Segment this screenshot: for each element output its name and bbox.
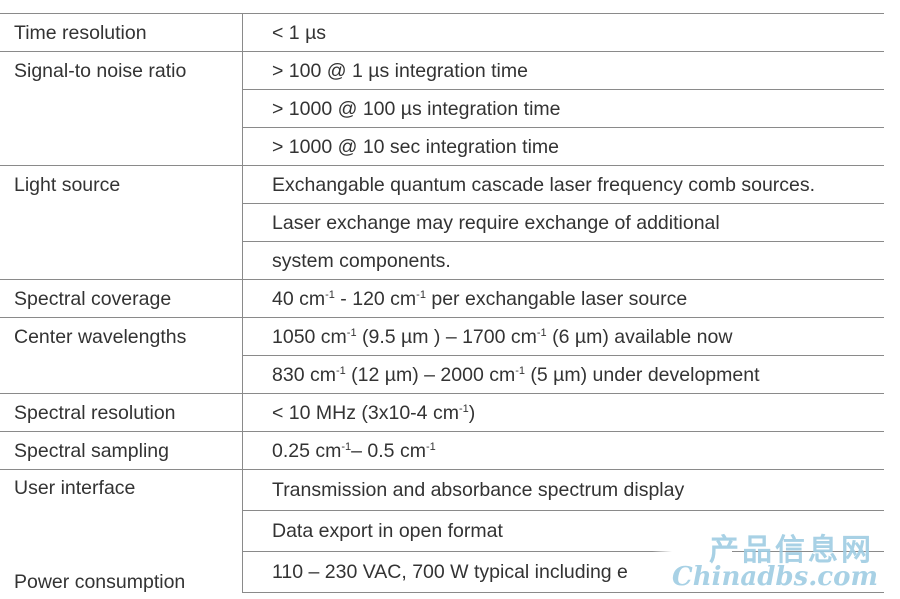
spec-label-time-resolution: Time resolution xyxy=(0,13,243,52)
spec-value-time-resolution: < 1 µs xyxy=(242,13,884,52)
table-row: > 1000 @ 10 sec integration time xyxy=(0,127,884,166)
spec-value-center-wavelengths-1: 1050 cm-1 (9.5 µm ) – 1700 cm-1 (6 µm) a… xyxy=(242,317,884,356)
specification-table: Time resolution < 1 µs Signal-to noise r… xyxy=(0,13,884,593)
spec-value-spectral-resolution: < 10 MHz (3x10-4 cm-1) xyxy=(242,393,884,432)
spec-label-center-wavelengths: Center wavelengths xyxy=(0,317,243,356)
spec-value-spectral-coverage: 40 cm-1 - 120 cm-1 per exchangable laser… xyxy=(242,279,884,318)
watermark-site-name: Chinadbs.com xyxy=(672,562,878,592)
spec-label-signal-to-noise: Signal-to noise ratio xyxy=(0,51,243,90)
table-row: > 1000 @ 100 µs integration time xyxy=(0,89,884,128)
table-row: Laser exchange may require exchange of a… xyxy=(0,203,884,242)
spec-value-center-wavelengths-2: 830 cm-1 (12 µm) – 2000 cm-1 (5 µm) unde… xyxy=(242,355,884,394)
spec-value-user-interface-2: Data export in open format xyxy=(242,509,884,552)
table-row: 110 – 230 VAC, 700 W typical including e xyxy=(0,550,884,593)
spec-label-spectral-resolution: Spectral resolution xyxy=(0,393,243,432)
table-row: Center wavelengths 1050 cm-1 (9.5 µm ) –… xyxy=(0,317,884,356)
spec-label-power-consumption: Power consumption xyxy=(14,571,186,592)
spec-value-light-source-1: Exchangable quantum cascade laser freque… xyxy=(242,165,884,204)
table-row: Light source Exchangable quantum cascade… xyxy=(0,165,884,204)
table-row: Spectral coverage 40 cm-1 - 120 cm-1 per… xyxy=(0,279,884,318)
table-row: Data export in open format xyxy=(0,509,884,552)
table-row: Spectral resolution < 10 MHz (3x10-4 cm-… xyxy=(0,393,884,432)
table-row: Time resolution < 1 µs xyxy=(0,13,884,52)
watermark-chinese-text: 产品信息网 xyxy=(709,533,874,568)
spec-value-snr-3: > 1000 @ 10 sec integration time xyxy=(242,127,884,166)
spec-label-spectral-coverage: Spectral coverage xyxy=(0,279,243,318)
spec-label-empty xyxy=(0,355,243,394)
spec-value-snr-1: > 100 @ 1 µs integration time xyxy=(242,51,884,90)
spec-label-empty xyxy=(0,127,243,166)
spec-value-light-source-2: Laser exchange may require exchange of a… xyxy=(242,203,884,242)
spec-value-snr-2: > 1000 @ 100 µs integration time xyxy=(242,89,884,128)
spec-value-light-source-3: system components. xyxy=(242,241,884,280)
table-row: system components. xyxy=(0,241,884,280)
spec-value-user-interface-1: Transmission and absorbance spectrum dis… xyxy=(242,469,884,511)
spec-label-empty xyxy=(0,241,243,280)
table-row: Signal-to noise ratio > 100 @ 1 µs integ… xyxy=(0,51,884,90)
table-row: 830 cm-1 (12 µm) – 2000 cm-1 (5 µm) unde… xyxy=(0,355,884,394)
spec-value-spectral-sampling: 0.25 cm-1– 0.5 cm-1 xyxy=(242,431,884,470)
spec-label-user-interface-power: User interface Power consumption xyxy=(0,469,243,592)
spec-label-empty xyxy=(0,203,243,242)
spec-label-light-source: Light source xyxy=(0,165,243,204)
spec-label-user-interface: User interface xyxy=(14,477,136,499)
spec-label-spectral-sampling: Spectral sampling xyxy=(0,431,243,470)
spec-value-power-consumption: 110 – 230 VAC, 700 W typical including e xyxy=(242,550,884,593)
table-row: Spectral sampling 0.25 cm-1– 0.5 cm-1 xyxy=(0,431,884,470)
watermark-fade xyxy=(652,548,732,582)
table-row: User interface Power consumption Transmi… xyxy=(0,469,884,592)
spec-label-empty xyxy=(0,89,243,128)
